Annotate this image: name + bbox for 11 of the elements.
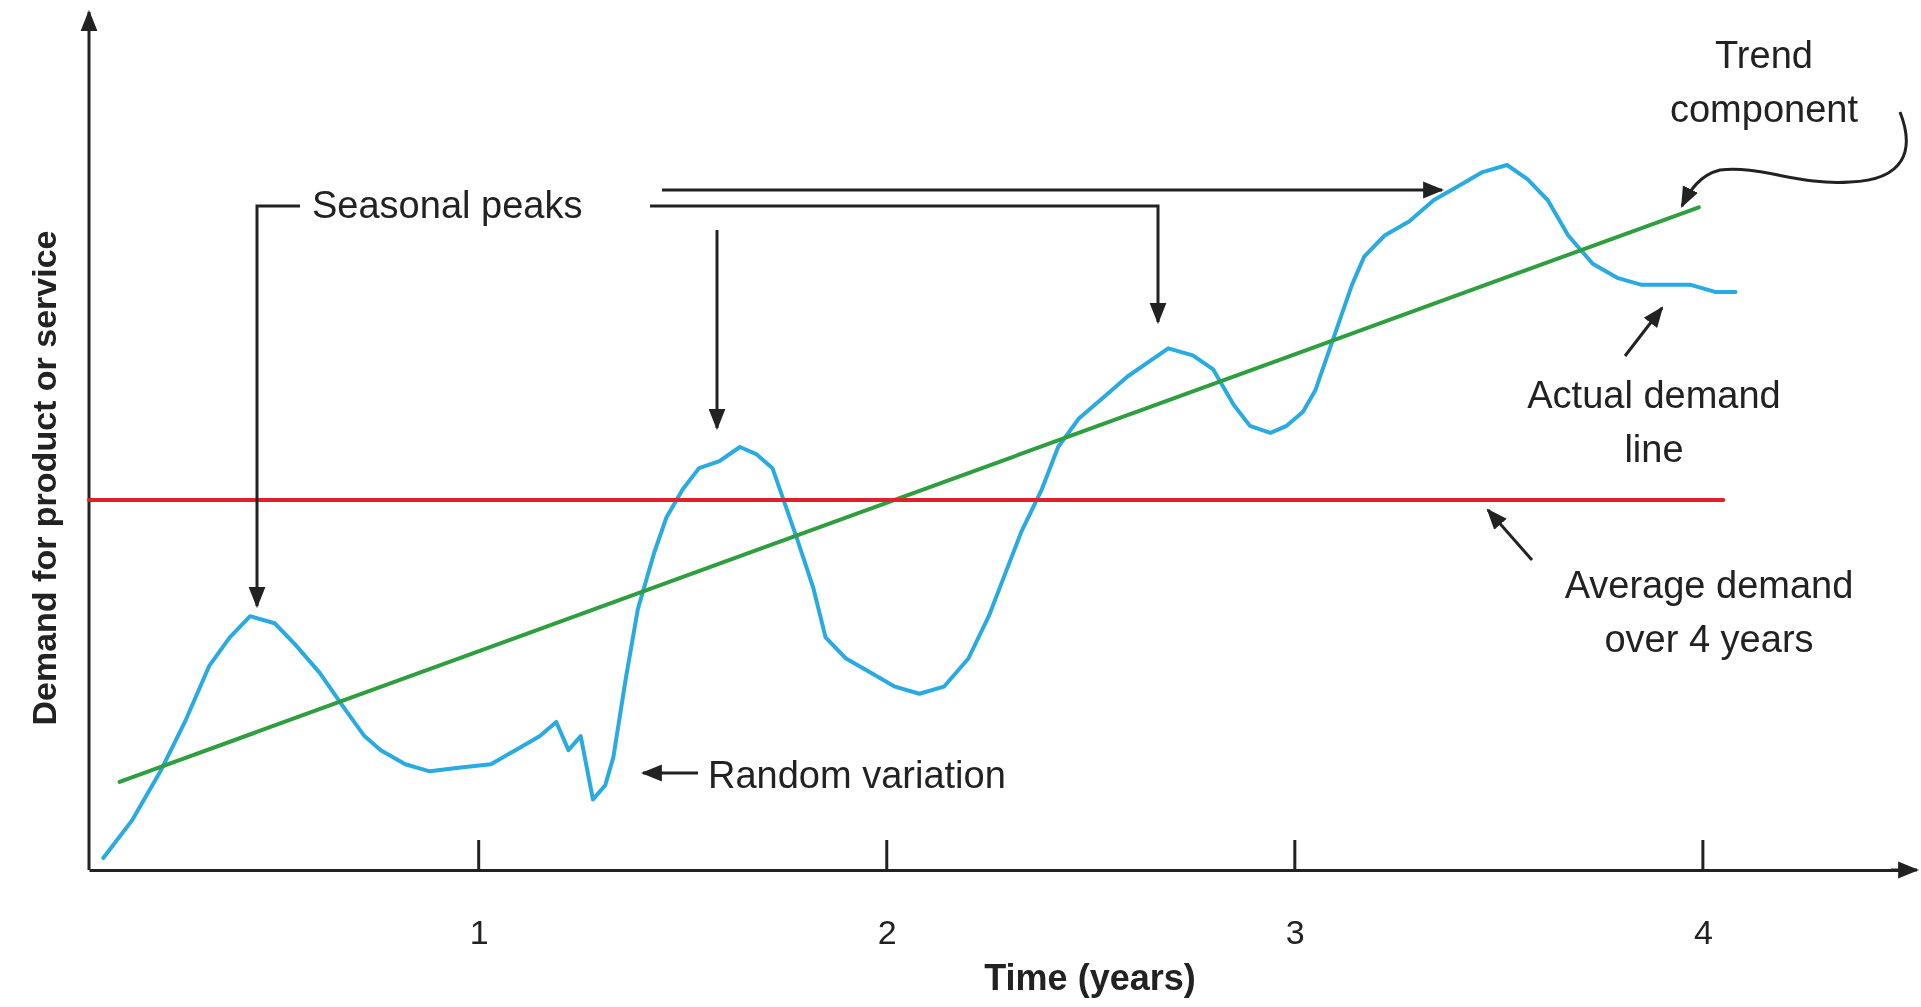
annotation: Seasonal peaks — [312, 184, 583, 226]
x-tick-label: 2 — [877, 913, 897, 952]
x-tick-label: 3 — [1285, 913, 1305, 952]
text: Trend component — [1669, 34, 1859, 130]
annotation: Random variation — [708, 754, 1006, 796]
x-tick-label: 1 — [469, 913, 489, 952]
annotation: Actual demand line — [1527, 374, 1781, 470]
annotation: Average demand over 4 years — [1564, 564, 1854, 660]
y-axis-title: Demand for product or service — [25, 230, 63, 726]
x-tick-label: 4 — [1693, 913, 1713, 952]
x-axis-title: Time (years) — [984, 957, 1196, 998]
